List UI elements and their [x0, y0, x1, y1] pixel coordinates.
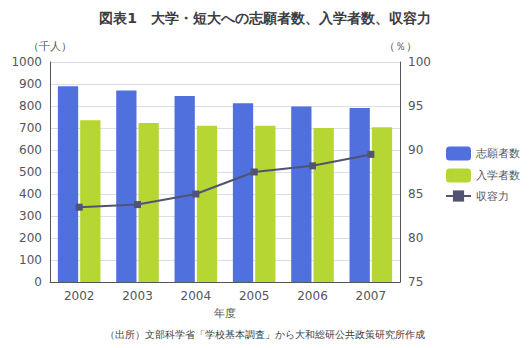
svg-text:75: 75: [408, 275, 423, 289]
svg-text:90: 90: [408, 143, 423, 157]
svg-text:年度: 年度: [214, 307, 236, 320]
svg-text:85: 85: [408, 187, 423, 201]
svg-text:2007: 2007: [356, 289, 387, 303]
svg-text:2006: 2006: [297, 289, 328, 303]
svg-text:100: 100: [19, 253, 42, 267]
svg-text:100: 100: [408, 55, 431, 69]
svg-text:600: 600: [19, 143, 42, 157]
svg-text:（出所）文部科学省「学校基本調査」から大和総研公共政策研究所: （出所）文部科学省「学校基本調査」から大和総研公共政策研究所作成: [105, 329, 425, 340]
svg-text:1000: 1000: [11, 55, 42, 69]
svg-text:700: 700: [19, 121, 42, 135]
svg-text:400: 400: [19, 187, 42, 201]
svg-text:2005: 2005: [239, 289, 270, 303]
svg-text:2002: 2002: [64, 289, 95, 303]
svg-text:2003: 2003: [122, 289, 153, 303]
svg-text:（％）: （％）: [384, 40, 417, 53]
svg-text:0: 0: [34, 275, 42, 289]
svg-text:500: 500: [19, 165, 42, 179]
svg-text:80: 80: [408, 231, 423, 245]
svg-text:800: 800: [19, 99, 42, 113]
svg-text:（千人）: （千人）: [28, 40, 72, 53]
svg-text:入学者数: 入学者数: [476, 169, 520, 182]
svg-text:95: 95: [408, 99, 423, 113]
svg-text:収容力: 収容力: [476, 190, 509, 203]
svg-text:200: 200: [19, 231, 42, 245]
svg-text:志願者数: 志願者数: [476, 147, 520, 160]
svg-text:300: 300: [19, 209, 42, 223]
svg-text:900: 900: [19, 77, 42, 91]
svg-text:図表1 大学・短大への志願者数、入学者数、収容力: 図表1 大学・短大への志願者数、入学者数、収容力: [99, 10, 431, 26]
svg-text:2004: 2004: [181, 289, 212, 303]
